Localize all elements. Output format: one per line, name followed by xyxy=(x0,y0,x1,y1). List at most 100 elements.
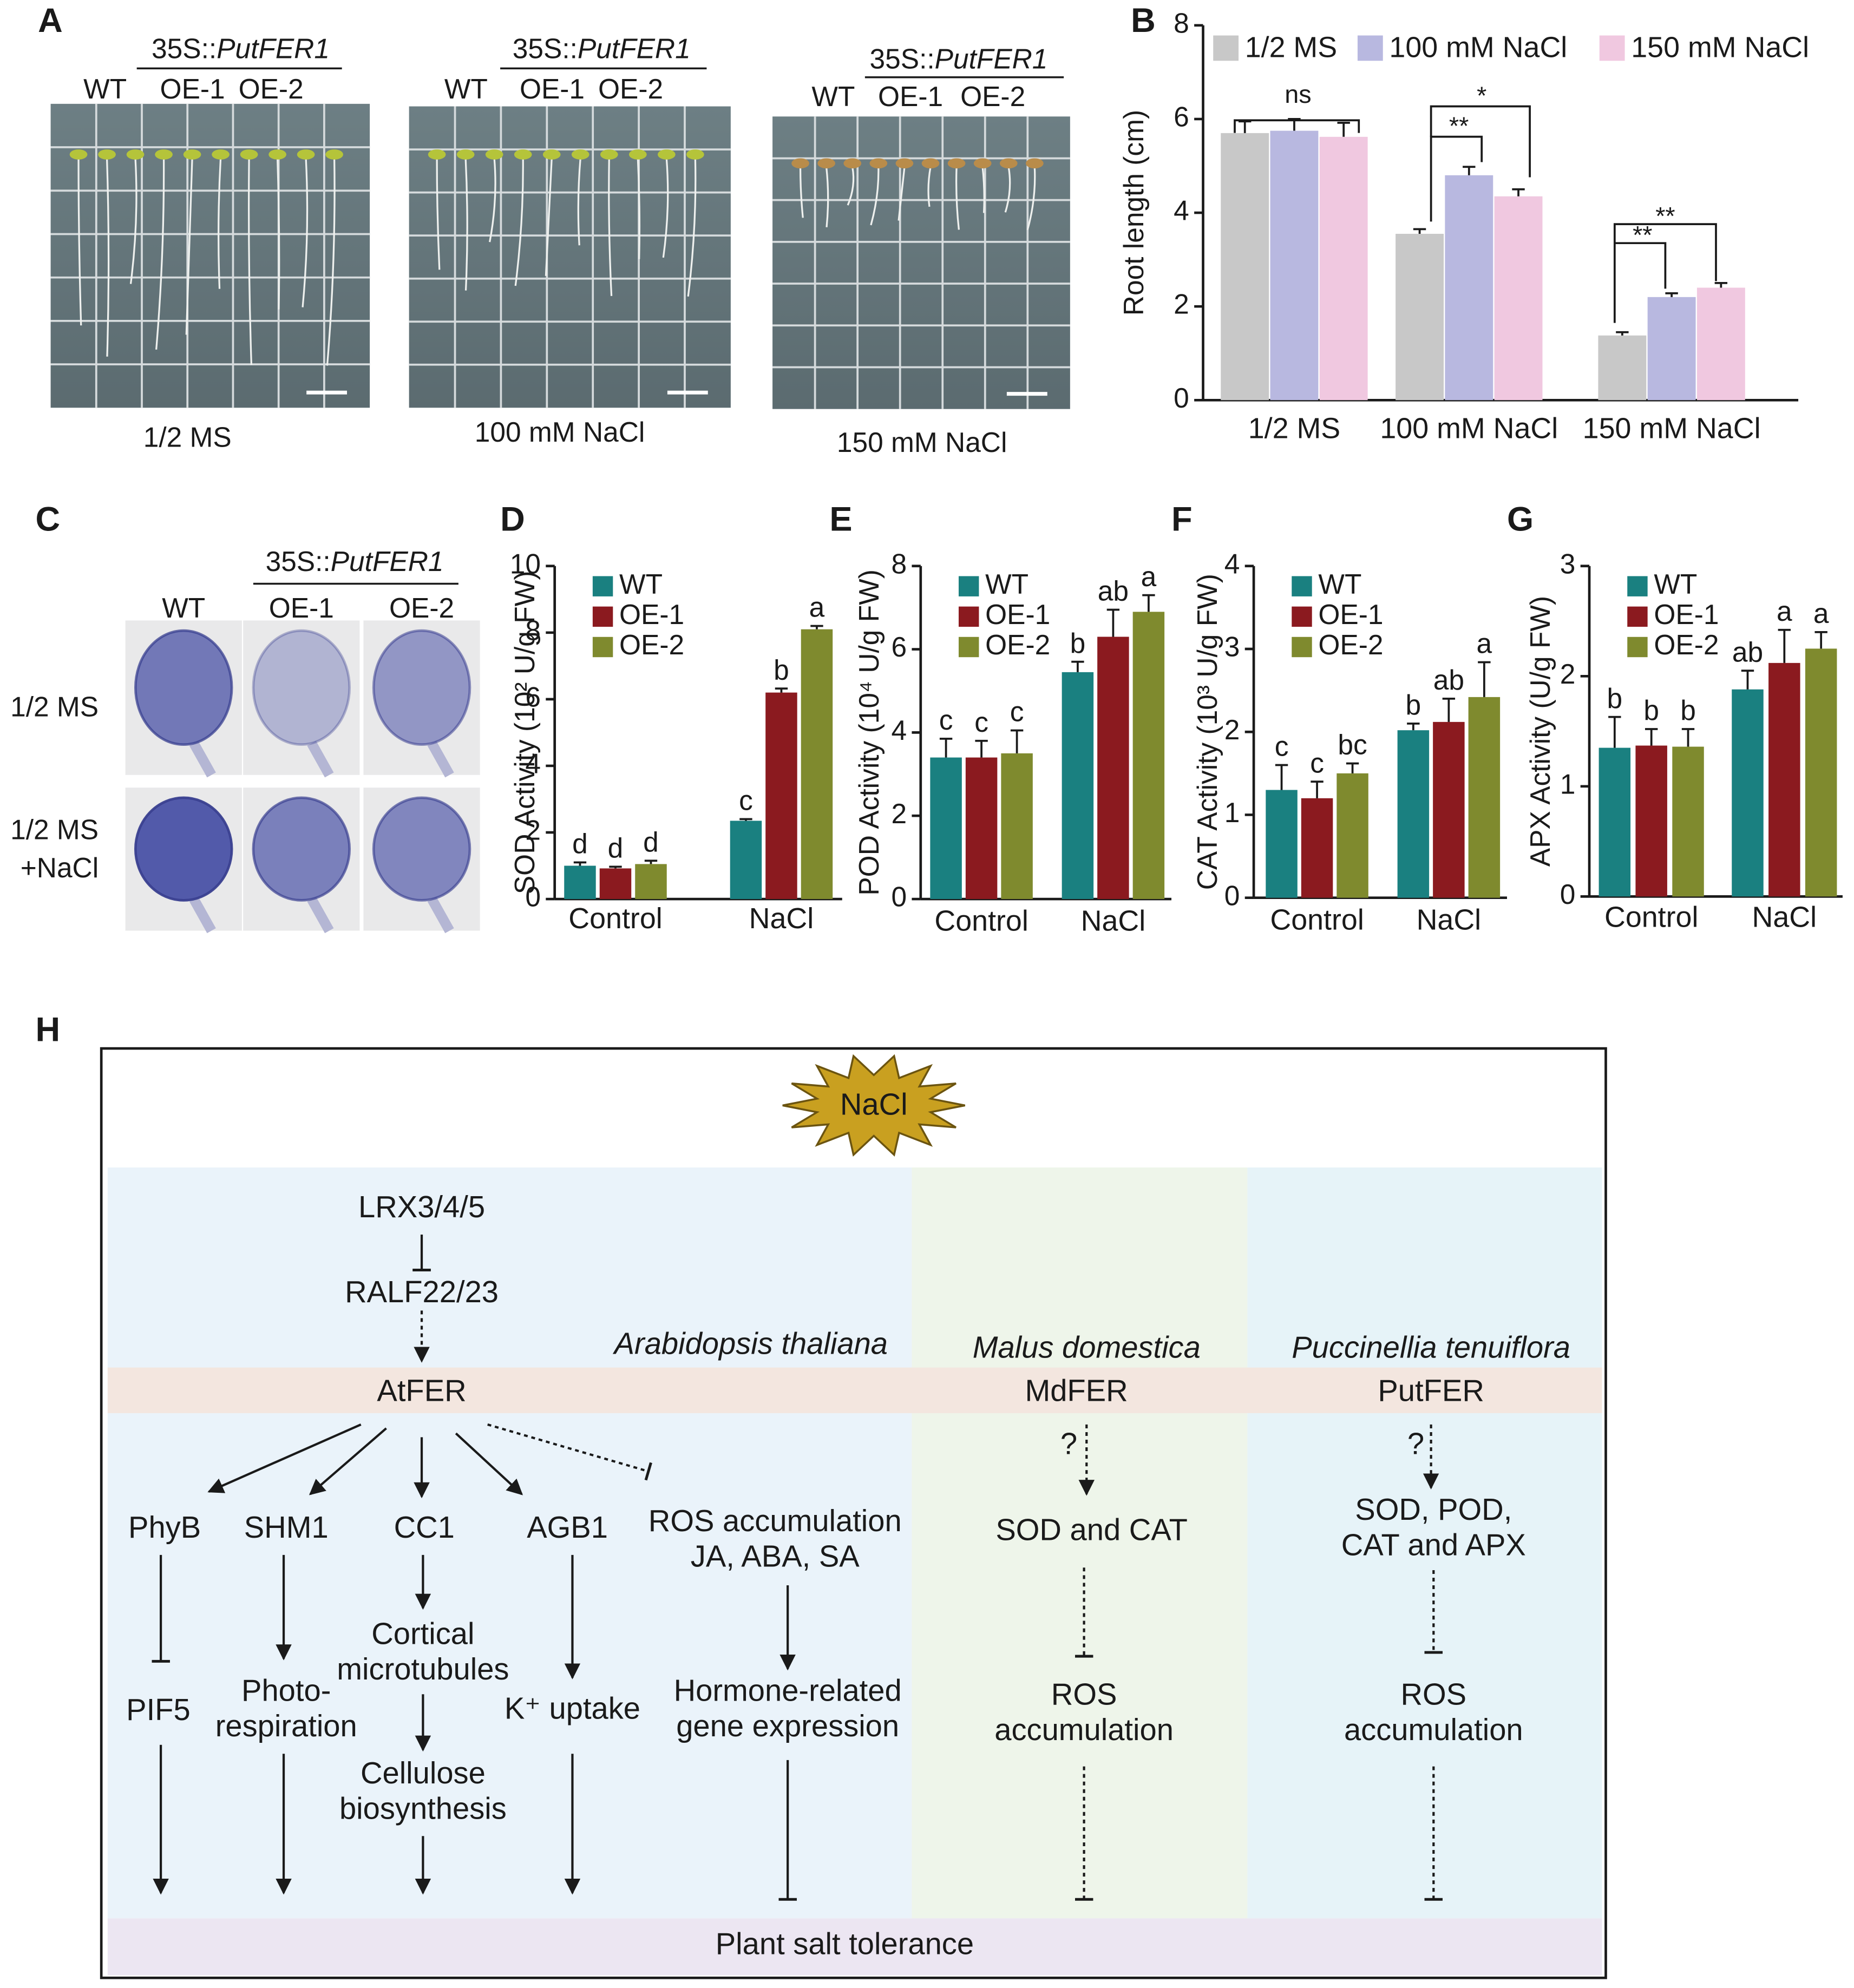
root xyxy=(436,158,441,270)
line-label: OE-1 xyxy=(269,592,334,624)
arrow xyxy=(455,1432,523,1495)
receptor-band xyxy=(107,1367,1602,1413)
y-axis-label: POD Activity (10⁴ U/g FW) xyxy=(853,569,885,895)
construct-prefix: 35S:: xyxy=(513,32,578,64)
line-label: OE-2 xyxy=(960,81,1025,112)
line-label: OE-1 xyxy=(878,81,943,112)
significance-label: ns xyxy=(1285,80,1311,108)
upstream: LRX3/4/5 xyxy=(358,1190,485,1224)
node-label: Cellulose xyxy=(361,1756,486,1790)
seedling xyxy=(428,149,446,160)
error-bar xyxy=(810,625,823,629)
leaf-stalk xyxy=(427,896,454,934)
error-bar xyxy=(739,818,752,821)
root xyxy=(464,158,468,291)
error-bar xyxy=(1239,120,1252,133)
leaf-stalk xyxy=(189,896,216,934)
error-bar xyxy=(1407,723,1420,731)
construct: 35S::PutFER1 xyxy=(870,43,1048,74)
significance-letter: c xyxy=(1275,731,1289,762)
y-tick-label: 2 xyxy=(1224,714,1240,745)
significance-letter: b xyxy=(1680,694,1696,726)
y-tick-label: 8 xyxy=(1174,7,1189,38)
significance-label: ** xyxy=(1655,202,1675,230)
y-tick-label: 6 xyxy=(525,681,541,712)
arrow xyxy=(309,1427,387,1495)
significance-label: ** xyxy=(1449,112,1469,140)
arrow xyxy=(207,1423,362,1493)
bar xyxy=(1266,790,1298,898)
seedling xyxy=(126,149,145,160)
root xyxy=(514,158,524,286)
line-label: OE-1 xyxy=(520,73,585,104)
significance-letter: ab xyxy=(1098,575,1129,607)
y-tick-label: 2 xyxy=(1174,288,1189,320)
root xyxy=(577,158,581,246)
y-axis-label: CAT Activity (10³ U/g FW) xyxy=(1191,574,1223,890)
error-bar xyxy=(609,865,622,869)
significance-letter: d xyxy=(572,828,588,860)
zone xyxy=(1247,1167,1602,1919)
y-tick-label: 10 xyxy=(510,548,541,579)
node-label: K⁺ uptake xyxy=(505,1691,640,1725)
root xyxy=(302,158,309,307)
leaf-stalk xyxy=(427,740,454,778)
bar xyxy=(1270,130,1319,401)
bar xyxy=(1768,662,1800,897)
line-label: WT xyxy=(83,73,127,104)
root xyxy=(870,167,880,226)
legend-swatch xyxy=(1213,35,1239,61)
line-label: OE-2 xyxy=(598,73,663,104)
line-label: OE-2 xyxy=(389,592,454,624)
leaf xyxy=(372,796,471,902)
bar xyxy=(635,864,667,900)
error-bar xyxy=(1814,631,1827,649)
significance-letter: b xyxy=(774,654,789,685)
seedling xyxy=(240,149,258,160)
node-label: Photo- xyxy=(241,1674,331,1708)
y-tick-label: 0 xyxy=(1224,880,1240,911)
y-tick-label: 1 xyxy=(1224,797,1240,828)
row-label: 1/2 MS xyxy=(10,691,99,723)
significance-bracket xyxy=(1430,135,1483,222)
leaf xyxy=(134,796,233,902)
node-label: JA, ABA, SA xyxy=(691,1539,860,1573)
bar xyxy=(765,692,797,900)
bar xyxy=(1397,730,1430,898)
error-bar xyxy=(1311,780,1324,798)
seedling xyxy=(183,149,201,160)
legend-swatch xyxy=(1627,637,1648,658)
construct-gene: PutFER1 xyxy=(217,32,330,64)
y-tick-label: 2 xyxy=(1560,658,1576,690)
zone xyxy=(912,1167,1248,1919)
bar xyxy=(1337,773,1368,898)
bar xyxy=(599,868,632,900)
root xyxy=(77,158,82,326)
line-label: WT xyxy=(811,81,855,112)
node-label: biosynthesis xyxy=(339,1791,507,1825)
error-bar xyxy=(1142,594,1155,612)
node-label: CC1 xyxy=(394,1510,455,1544)
legend-swatch xyxy=(1292,606,1312,627)
construct-gene: PutFER1 xyxy=(331,546,444,577)
legend-label: OE-2 xyxy=(985,629,1050,660)
error-bar xyxy=(1645,728,1658,746)
panel-label: H xyxy=(36,1011,61,1048)
node-label: AGB1 xyxy=(527,1510,608,1544)
error-bar xyxy=(644,860,658,864)
error-bar xyxy=(1778,628,1791,663)
significance-letter: d xyxy=(643,826,659,857)
error-bar xyxy=(1346,762,1359,773)
significance-letter: c xyxy=(1310,747,1324,778)
panel-label: G xyxy=(1507,501,1534,539)
legend-swatch xyxy=(592,637,613,658)
row-label: 1/2 MS xyxy=(10,814,99,845)
node-label: PhyB xyxy=(128,1510,201,1544)
root xyxy=(185,158,193,335)
legend-swatch xyxy=(592,576,613,596)
y-tick-label: 4 xyxy=(1224,548,1240,579)
receptor: MdFER xyxy=(1025,1373,1128,1407)
node-label: respiration xyxy=(215,1709,357,1743)
condition: 1/2 MS xyxy=(143,421,232,452)
legend-label: 1/2 MS xyxy=(1245,31,1337,63)
